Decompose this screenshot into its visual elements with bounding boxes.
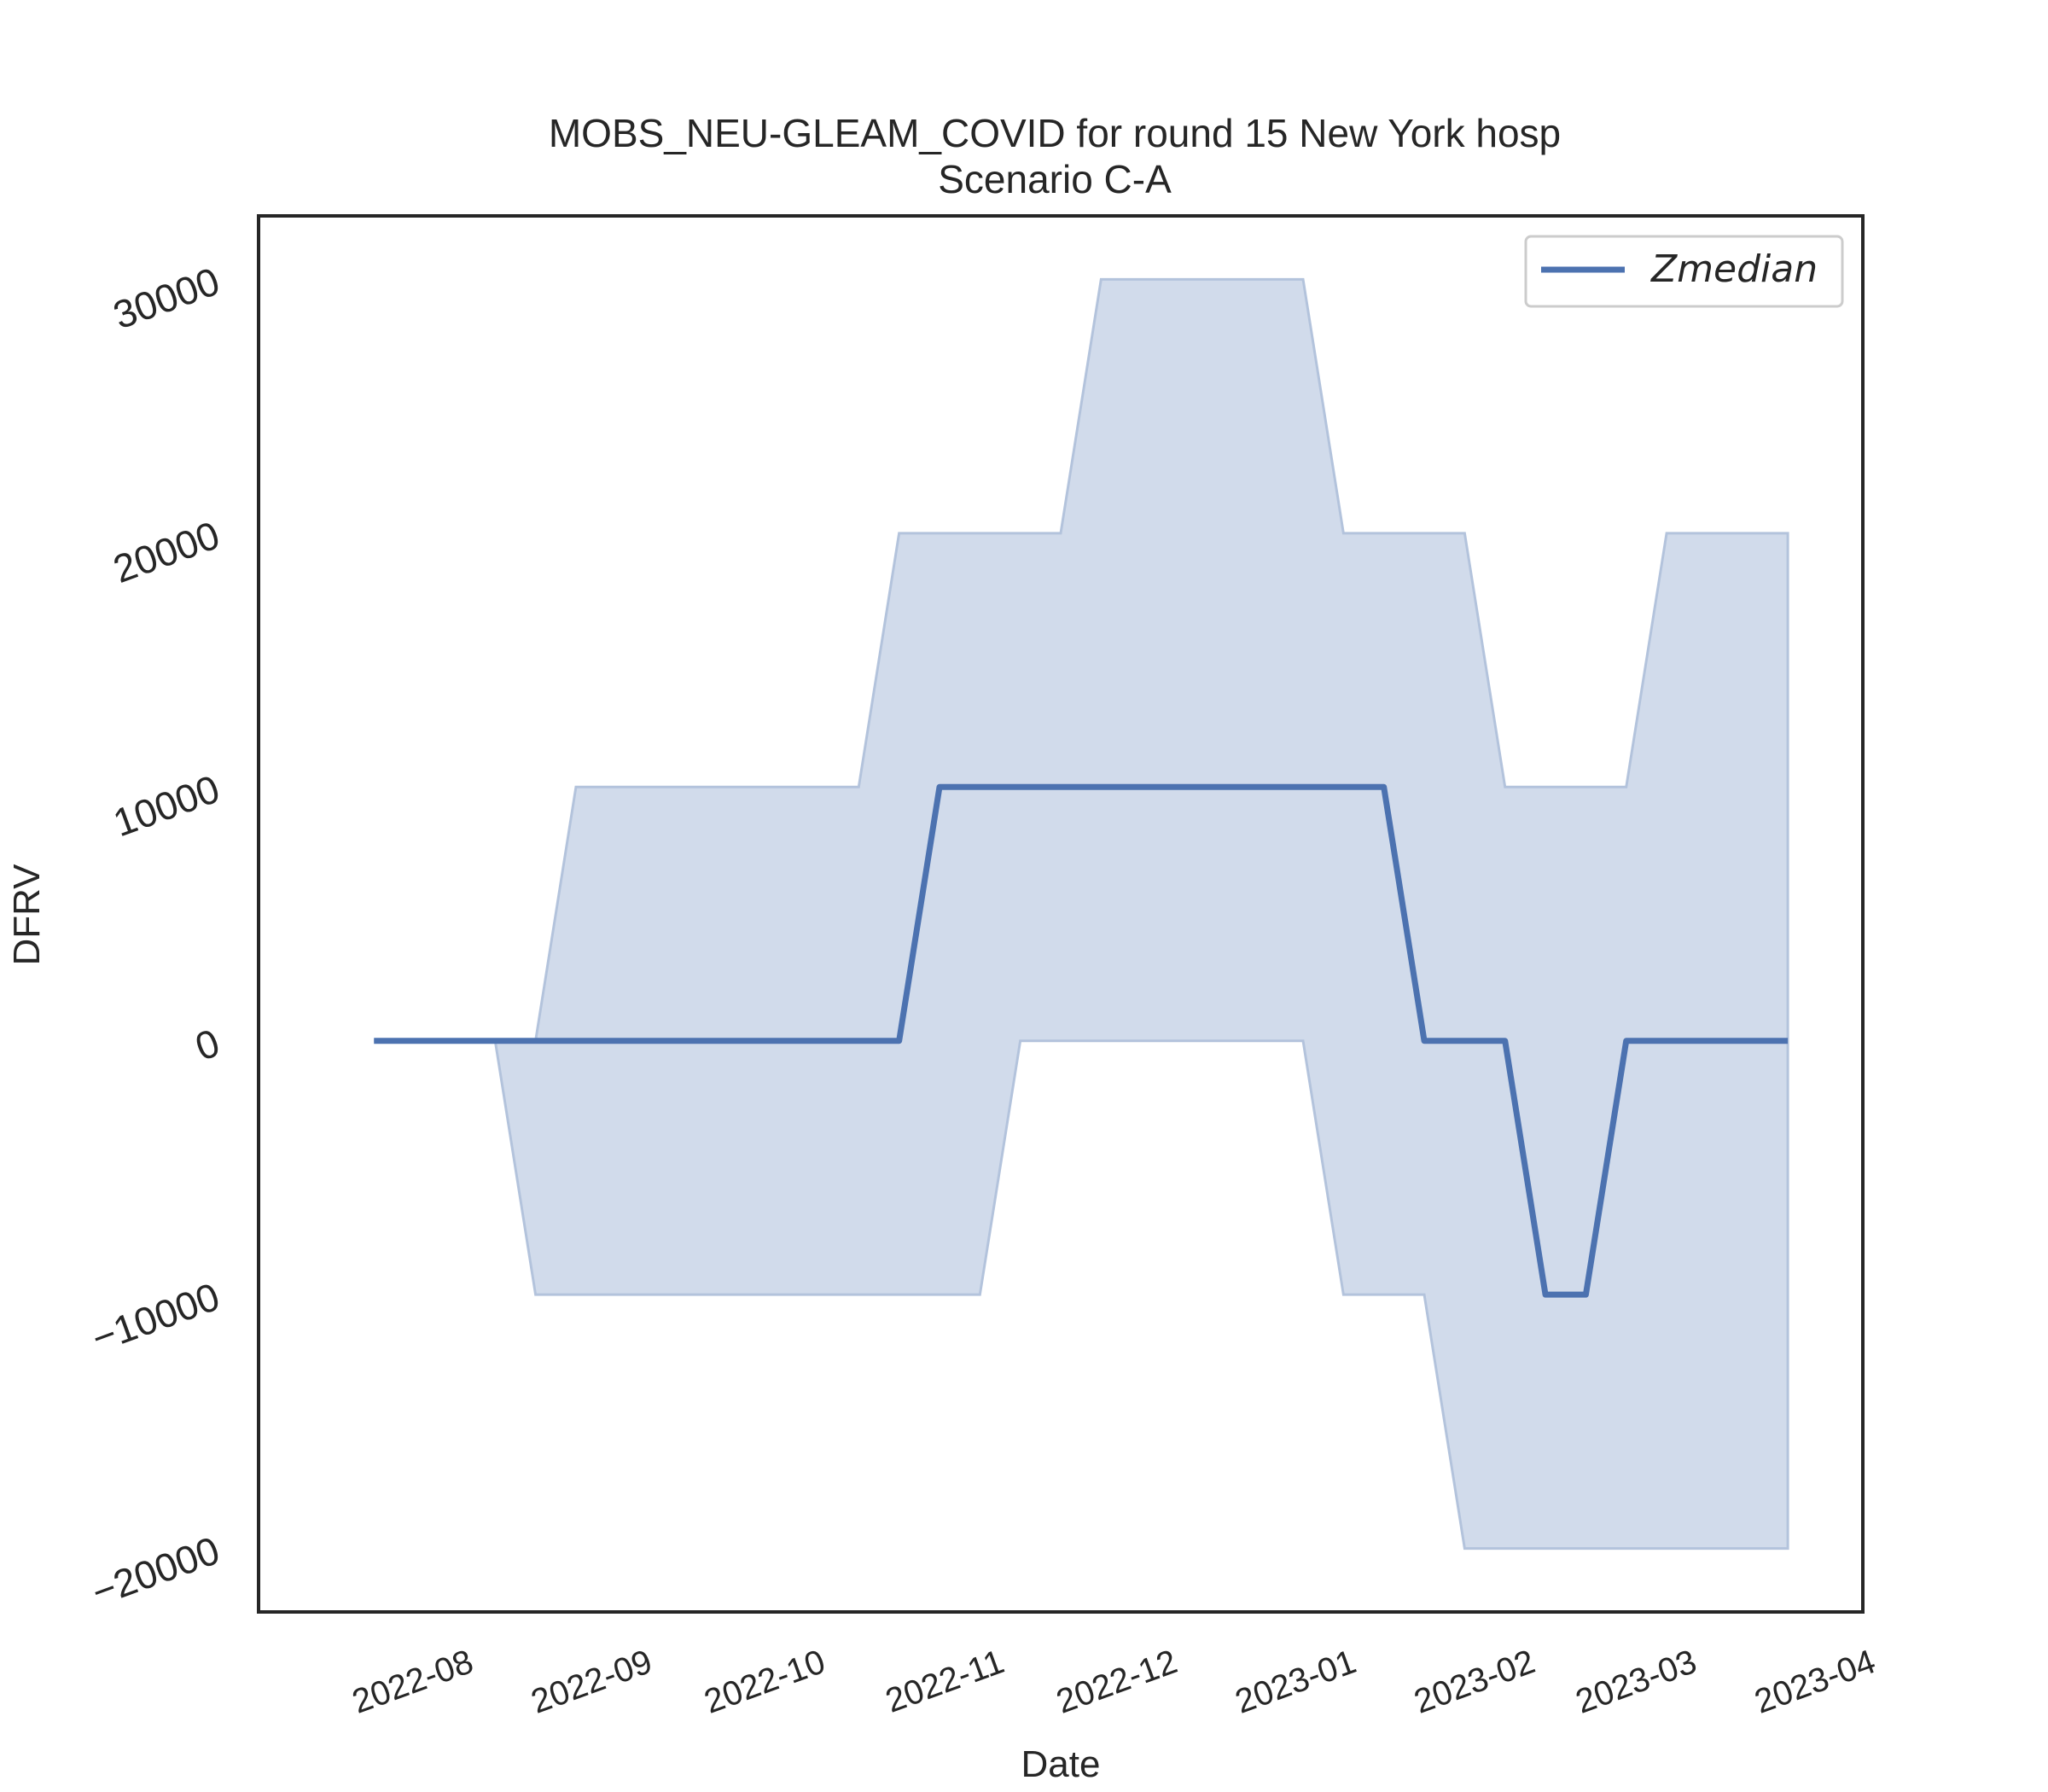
x-tick-label: 2022-08 — [347, 1643, 478, 1721]
chart-title-group: MOBS_NEU-GLEAM_COVID for round 15 New Yo… — [549, 111, 1561, 201]
x-tick-label: 2022-09 — [527, 1643, 657, 1721]
x-tick-label: 2022-12 — [1051, 1643, 1182, 1721]
chart-subtitle: Scenario C-A — [938, 157, 1172, 201]
plot-area — [374, 277, 1789, 1551]
x-axis-label: Date — [1021, 1743, 1101, 1785]
uncertainty-band — [374, 277, 1789, 1551]
y-tick-label: 20000 — [108, 512, 225, 591]
x-tick-labels: 2022-08 2022-09 2022-10 2022-11 2022-12 2023-… — [347, 1643, 1880, 1721]
legend-label-zmedian: Zmedian — [1650, 247, 1818, 291]
x-tick-label: 2023-03 — [1571, 1643, 1702, 1721]
x-tick-label: 2022-10 — [700, 1643, 830, 1721]
y-tick-label: 30000 — [108, 259, 225, 338]
y-tick-label: −10000 — [86, 1274, 225, 1361]
x-tick-label: 2022-11 — [881, 1643, 1009, 1720]
x-tick-label: 2023-02 — [1410, 1643, 1540, 1721]
series-line-zmedian — [374, 783, 1789, 1298]
x-tick-label: 2023-04 — [1750, 1643, 1881, 1721]
legend: Zmedian — [1524, 235, 1844, 308]
y-tick-label: 0 — [189, 1020, 225, 1069]
x-tick-label: 2023-01 — [1231, 1643, 1361, 1721]
chart-title: MOBS_NEU-GLEAM_COVID for round 15 New Yo… — [549, 111, 1561, 155]
axes-frame — [257, 214, 1865, 1614]
legend-box — [1524, 235, 1844, 308]
y-tick-label: 10000 — [108, 766, 225, 846]
y-tick-labels: −20000 −10000 0 10000 20000 30000 — [86, 259, 225, 1615]
y-axis-label: DFRV — [6, 864, 48, 966]
y-tick-label: −20000 — [86, 1527, 225, 1615]
